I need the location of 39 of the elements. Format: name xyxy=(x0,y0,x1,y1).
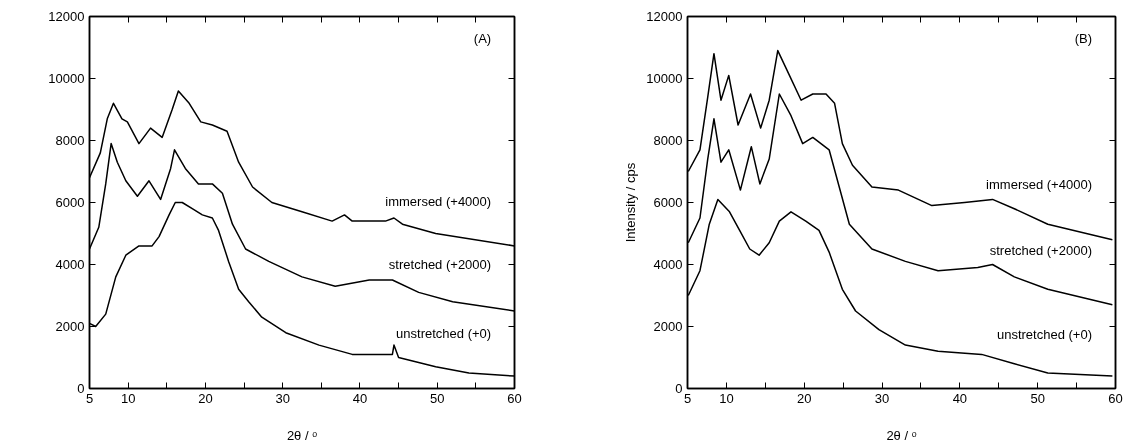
y-tick-label: 10000 xyxy=(48,71,85,86)
x-tick-label: 10 xyxy=(719,390,734,406)
y-tick-label: 4000 xyxy=(653,257,683,272)
y-tick-label: 8000 xyxy=(653,133,683,148)
x-tick-label: 20 xyxy=(198,390,213,406)
y-tick-label: 12000 xyxy=(48,9,85,24)
y-tick-label: 2000 xyxy=(653,319,683,334)
x-tick-label: 30 xyxy=(275,390,290,406)
y-tick-label: 6000 xyxy=(653,195,683,210)
x-tick-label: 40 xyxy=(952,390,968,406)
legend-label: immersed (+4000) xyxy=(385,194,492,210)
y-tick-label: 2000 xyxy=(55,319,85,334)
y-tick-label: 6000 xyxy=(55,195,85,210)
x-tick-label: 60 xyxy=(507,390,522,406)
x-tick-label: 50 xyxy=(1030,390,1045,406)
x-tick-label: 5 xyxy=(85,390,94,406)
y-tick-label: 8000 xyxy=(55,133,85,148)
annotation: (B) xyxy=(1074,31,1092,46)
y-tick-label: 4000 xyxy=(55,257,85,272)
y-axis-title: Intensity / cps xyxy=(623,162,639,243)
annotation: (A) xyxy=(473,31,492,46)
series-label: immersed (+4000) xyxy=(986,176,1092,192)
x-tick-label: 50 xyxy=(430,390,445,406)
legend-label: unstretched (+0) xyxy=(996,327,1092,343)
x-axis-title: 2θ / ᵒ xyxy=(886,427,917,443)
y-tick-label: 10000 xyxy=(646,71,683,86)
legend-label: unstretched (+0) xyxy=(396,325,492,341)
y-tick-label: 0 xyxy=(77,381,85,396)
x-tick-label: 30 xyxy=(874,390,890,406)
x-tick-label: 40 xyxy=(352,390,368,406)
x-tick-label: 20 xyxy=(797,390,812,406)
y-tick-label: 12000 xyxy=(646,9,683,24)
series-label: stretched (+2000) xyxy=(989,242,1092,258)
x-tick-label: 10 xyxy=(120,390,136,406)
legend-label: stretched (+2000) xyxy=(388,257,492,272)
y-tick-label: 0 xyxy=(675,381,683,396)
x-tick-label: 5 xyxy=(683,390,692,406)
x-tick-label: 60 xyxy=(1108,390,1123,406)
x-axis-title: 2θ / ᵒ xyxy=(286,427,318,443)
